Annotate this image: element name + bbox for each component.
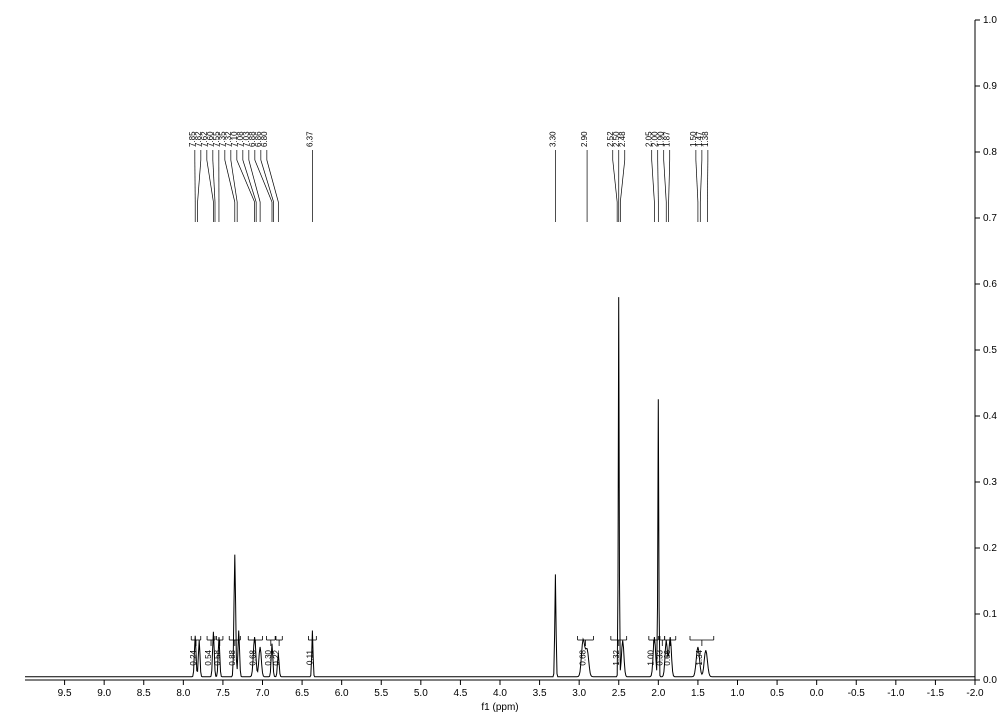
svg-text:0.6: 0.6	[983, 279, 997, 290]
svg-text:7.5: 7.5	[216, 688, 230, 699]
svg-text:0.0: 0.0	[810, 688, 824, 699]
svg-text:0.9: 0.9	[983, 81, 997, 92]
svg-text:0.68: 0.68	[579, 649, 588, 665]
svg-text:0.88: 0.88	[228, 649, 237, 665]
svg-text:6.37: 6.37	[305, 131, 314, 147]
svg-text:3.5: 3.5	[533, 688, 547, 699]
svg-text:0.22: 0.22	[272, 649, 281, 665]
svg-text:0.54: 0.54	[204, 649, 213, 665]
svg-text:0.7: 0.7	[983, 213, 997, 224]
svg-text:0.0: 0.0	[983, 675, 997, 686]
svg-text:1.0: 1.0	[983, 15, 997, 26]
svg-text:9.0: 9.0	[97, 688, 111, 699]
svg-text:1.00: 1.00	[647, 649, 656, 665]
svg-text:0.58: 0.58	[213, 649, 222, 665]
svg-text:3.0: 3.0	[572, 688, 586, 699]
svg-text:1.38: 1.38	[701, 131, 710, 147]
svg-text:-0.5: -0.5	[848, 688, 866, 699]
svg-text:1.32: 1.32	[612, 649, 621, 665]
svg-text:8.5: 8.5	[137, 688, 151, 699]
svg-text:-1.0: -1.0	[887, 688, 905, 699]
svg-text:f1 (ppm): f1 (ppm)	[481, 702, 518, 713]
svg-text:1.34: 1.34	[695, 649, 704, 665]
svg-text:1.5: 1.5	[691, 688, 705, 699]
svg-text:6.5: 6.5	[295, 688, 309, 699]
svg-text:2.0: 2.0	[651, 688, 665, 699]
svg-text:6.0: 6.0	[335, 688, 349, 699]
svg-text:0.24: 0.24	[189, 649, 198, 665]
svg-text:4.5: 4.5	[453, 688, 467, 699]
svg-text:4.0: 4.0	[493, 688, 507, 699]
svg-text:0.8: 0.8	[983, 147, 997, 158]
svg-text:1.0: 1.0	[731, 688, 745, 699]
svg-text:2.90: 2.90	[580, 131, 589, 147]
svg-text:9.5: 9.5	[58, 688, 72, 699]
svg-text:0.2: 0.2	[983, 543, 997, 554]
svg-text:-2.0: -2.0	[966, 688, 984, 699]
svg-text:5.5: 5.5	[374, 688, 388, 699]
spectrum-trace	[25, 297, 975, 677]
svg-text:7.0: 7.0	[256, 688, 270, 699]
svg-text:0.1: 0.1	[983, 609, 997, 620]
svg-text:0.11: 0.11	[305, 649, 314, 665]
svg-text:1.87: 1.87	[663, 131, 672, 147]
svg-text:3.30: 3.30	[548, 131, 557, 147]
svg-text:0.66: 0.66	[663, 649, 672, 665]
svg-text:2.48: 2.48	[618, 131, 627, 147]
svg-text:0.4: 0.4	[983, 411, 997, 422]
svg-text:0.3: 0.3	[983, 477, 997, 488]
svg-text:0.5: 0.5	[770, 688, 784, 699]
svg-text:0.68: 0.68	[248, 649, 257, 665]
svg-text:5.0: 5.0	[414, 688, 428, 699]
nmr-spectrum: 9.5 9.0 8.5 8.0 7.5 7.0 6.5 6.0 5.5 5.0 4.5 4.0 3.5 3…	[0, 0, 1000, 727]
svg-text:-1.5: -1.5	[927, 688, 945, 699]
svg-text:6.80: 6.80	[260, 131, 269, 147]
svg-text:0.5: 0.5	[983, 345, 997, 356]
svg-text:8.0: 8.0	[176, 688, 190, 699]
svg-text:2.5: 2.5	[612, 688, 626, 699]
